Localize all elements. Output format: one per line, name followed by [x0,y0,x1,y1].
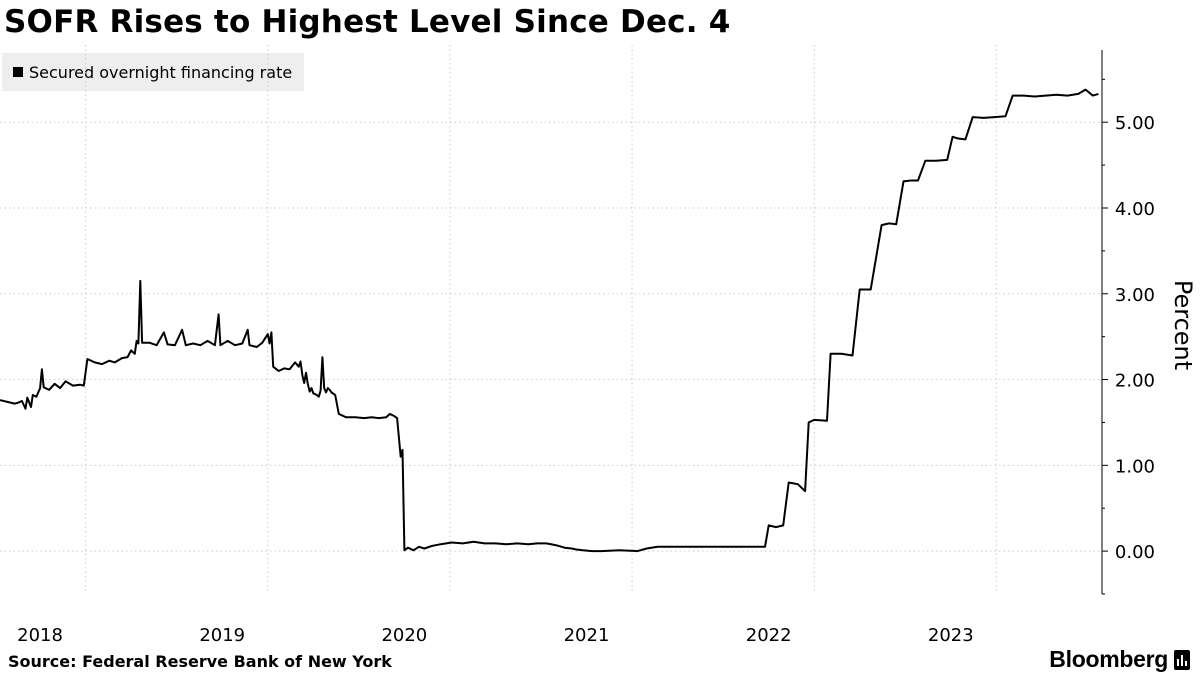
y-tick-label: 0.00 [1115,542,1155,563]
y-tick-label: 2.00 [1115,371,1155,392]
x-tick-label: 2023 [928,625,974,646]
source-note: Source: Federal Reserve Bank of New York [8,652,392,671]
brand: Bloomberg [1049,646,1190,673]
x-axis-labels: 2018 2019 2020 2021 2022 2023 [17,625,974,646]
x-tick-label: 2022 [746,625,792,646]
chart-title: SOFR Rises to Highest Level Since Dec. 4 [4,4,731,40]
series-line [0,88,1099,553]
series-group [0,88,1099,553]
y-tick-label: 5.00 [1115,113,1155,134]
y-axis: 0.00 1.00 2.00 3.00 4.00 5.00 [1101,50,1155,595]
legend-label: Secured overnight financing rate [29,62,293,82]
legend-swatch [13,67,23,77]
grid-lines [0,45,1102,594]
y-axis-label: Percent [1169,280,1197,370]
x-tick-label: 2018 [17,625,63,646]
y-tick-label: 4.00 [1115,199,1155,220]
brand-logo-text: Bloomberg [1049,646,1168,672]
x-tick-label: 2021 [564,625,610,646]
y-tick-label: 1.00 [1115,456,1155,477]
legend: Secured overnight financing rate [2,53,305,91]
x-tick-label: 2020 [381,625,427,646]
bloomberg-terminal-icon [1174,649,1190,670]
y-tick-label: 3.00 [1115,285,1155,306]
x-tick-label: 2019 [199,625,245,646]
